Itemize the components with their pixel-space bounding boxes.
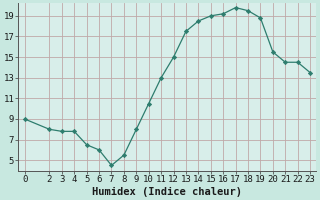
X-axis label: Humidex (Indice chaleur): Humidex (Indice chaleur) (92, 186, 242, 197)
